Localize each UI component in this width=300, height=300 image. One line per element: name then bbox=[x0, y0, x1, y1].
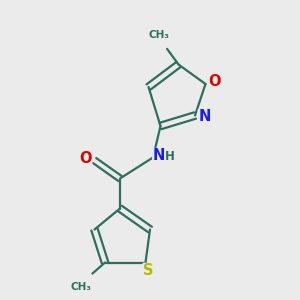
Text: S: S bbox=[143, 263, 154, 278]
Text: O: O bbox=[79, 151, 92, 166]
Text: N: N bbox=[198, 110, 211, 124]
Text: CH₃: CH₃ bbox=[70, 281, 92, 292]
Text: CH₃: CH₃ bbox=[148, 30, 170, 40]
Text: N: N bbox=[153, 148, 165, 164]
Text: O: O bbox=[208, 74, 221, 89]
Text: H: H bbox=[165, 149, 175, 163]
